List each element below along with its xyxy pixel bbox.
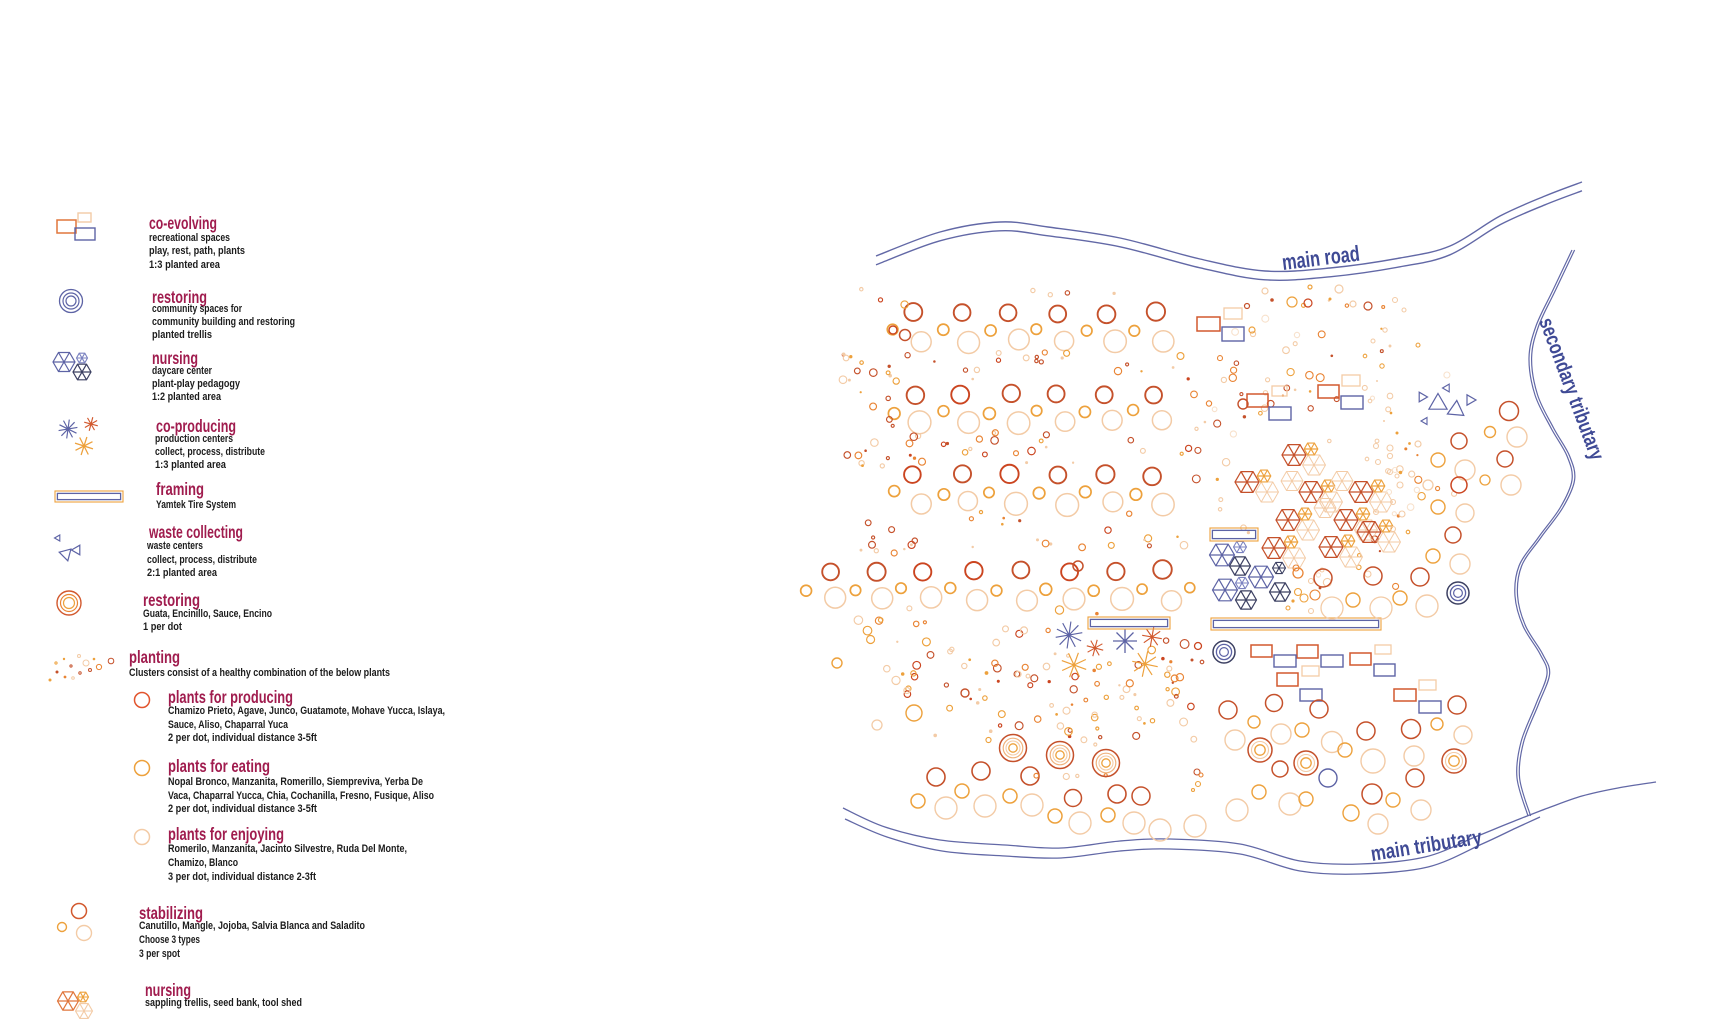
svg-text:secondary tributary: secondary tributary [1534,315,1608,464]
svg-text:main road: main road [1281,241,1361,275]
svg-text:nursing: nursing [145,980,191,1000]
svg-text:Guata, Encinillo, Sauce, Encin: Guata, Encinillo, Sauce, Encino [143,608,272,620]
svg-text:restoring: restoring [143,590,200,610]
svg-text:Canutillo, Mangle, Jojoba, Sal: Canutillo, Mangle, Jojoba, Salvia Blanca… [139,920,365,932]
svg-text:nursing: nursing [152,348,198,368]
svg-text:production centers: production centers [155,433,233,445]
svg-text:2:1 planted area: 2:1 planted area [147,567,218,579]
svg-text:3 per spot: 3 per spot [139,948,180,960]
svg-text:1:3 planted area: 1:3 planted area [149,259,221,271]
svg-text:Nopal Bronco, Manzanita, Romer: Nopal Bronco, Manzanita, Romerillo, Siem… [168,776,423,788]
svg-text:co-evolving: co-evolving [149,213,217,233]
svg-text:1:3 planted area: 1:3 planted area [155,459,227,471]
svg-text:1 per dot: 1 per dot [143,621,182,633]
svg-text:restoring: restoring [152,287,207,307]
svg-text:Yamtek Tire System: Yamtek Tire System [156,499,236,511]
svg-text:Chamizo Prieto, Agave, Junco,: Chamizo Prieto, Agave, Junco, Guatamote,… [168,705,445,717]
svg-text:planted trellis: planted trellis [152,329,212,341]
svg-text:Vaca, Chaparral Yucca, Chia, C: Vaca, Chaparral Yucca, Chia, Cochanilla,… [168,790,434,802]
svg-text:sappling trellis, seed bank, t: sappling trellis, seed bank, tool shed [145,997,302,1009]
svg-text:community spaces for: community spaces for [152,303,243,315]
svg-text:Clusters consist of a healthy: Clusters consist of a healthy combinatio… [129,667,390,679]
svg-text:Chamizo, Blanco: Chamizo, Blanco [168,857,238,869]
svg-text:community building and restori: community building and restoring [152,316,295,328]
svg-text:collect, process, distribute: collect, process, distribute [155,446,265,458]
svg-text:2 per dot, individual distance: 2 per dot, individual distance 3-5ft [168,803,317,815]
svg-text:main tributary: main tributary [1369,826,1483,866]
svg-text:recreational spaces: recreational spaces [149,232,230,244]
svg-text:2 per dot, individual distance: 2 per dot, individual distance 3-5ft [168,732,317,744]
svg-text:daycare center: daycare center [152,365,213,377]
svg-text:Romerilo, Manzanita, Jacinto S: Romerilo, Manzanita, Jacinto Silvestre, … [168,843,407,855]
svg-text:stabilizing: stabilizing [139,903,203,923]
svg-text:plant-play pedagogy: plant-play pedagogy [152,378,241,390]
svg-text:Sauce, Aliso, Chaparral Yuca: Sauce, Aliso, Chaparral Yuca [168,719,289,731]
svg-text:waste collecting: waste collecting [148,522,243,542]
svg-text:plants for eating: plants for eating [168,756,270,776]
svg-text:planting: planting [129,647,180,667]
svg-text:3 per dot, individual distance: 3 per dot, individual distance 2-3ft [168,871,316,883]
svg-text:plants for producing: plants for producing [168,687,293,707]
svg-text:Choose 3 types: Choose 3 types [139,934,200,946]
svg-text:1:2 planted area: 1:2 planted area [152,391,222,403]
svg-text:collect, process, distribute: collect, process, distribute [147,554,257,566]
svg-text:framing: framing [156,479,204,499]
svg-text:play, rest, path, plants: play, rest, path, plants [149,245,245,257]
svg-text:co-producing: co-producing [156,416,236,436]
svg-text:waste centers: waste centers [146,540,203,552]
svg-text:plants for enjoying: plants for enjoying [168,824,284,844]
